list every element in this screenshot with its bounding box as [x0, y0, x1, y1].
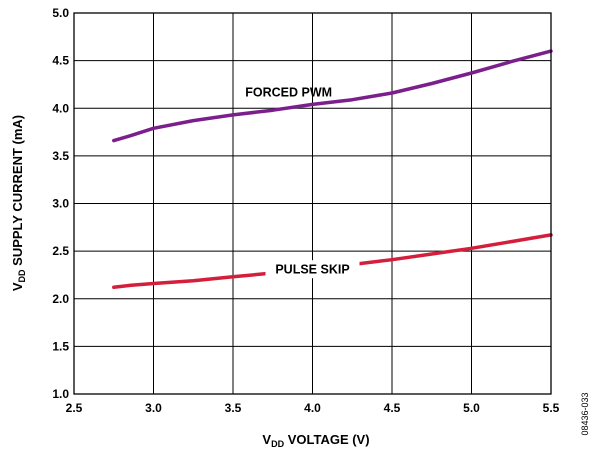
y-axis-title-rest: SUPPLY CURRENT (mA) — [10, 115, 25, 270]
plot-frame — [73, 12, 552, 395]
y-tick-label: 4.0 — [52, 101, 69, 115]
y-axis-title-subscript: DD — [17, 269, 27, 282]
x-axis-title: VDD VOLTAGE (V) — [262, 432, 369, 449]
figure-id: 08436-033 — [580, 392, 590, 435]
y-axis-title-prefix: V — [10, 282, 25, 291]
x-axis-title-subscript: DD — [271, 439, 284, 449]
y-tick-label: 4.5 — [52, 54, 69, 68]
y-tick-label: 2.5 — [52, 244, 69, 258]
y-tick-label: 1.0 — [52, 387, 69, 401]
y-tick-labels: 1.0 1.5 2.0 2.5 3.0 3.5 4.0 4.5 5.0 — [52, 6, 69, 401]
x-tick-label: 5.0 — [463, 401, 480, 415]
x-axis-title-rest: VOLTAGE (V) — [284, 432, 369, 447]
y-tick-label: 1.5 — [52, 339, 69, 353]
x-tick-label: 3.5 — [225, 401, 242, 415]
y-tick-label: 3.0 — [52, 197, 69, 211]
x-tick-label: 4.5 — [384, 401, 401, 415]
y-axis-title: VDD SUPPLY CURRENT (mA) — [10, 115, 27, 291]
series-labels: FORCED PWM PULSE SKIP — [245, 85, 360, 279]
series-label-background — [265, 260, 360, 279]
x-tick-label: 5.5 — [543, 401, 560, 415]
series-label-forced-pwm: FORCED PWM — [245, 85, 332, 99]
x-axis-title-prefix: V — [262, 432, 271, 447]
x-tick-labels: 2.5 3.0 3.5 4.0 4.5 5.0 5.5 — [66, 401, 560, 415]
gridlines — [73, 12, 552, 395]
y-tick-label: 5.0 — [52, 6, 69, 20]
x-tick-label: 4.0 — [304, 401, 321, 415]
series-line-forced-pwm — [112, 49, 553, 143]
x-tick-label: 3.0 — [145, 401, 162, 415]
y-tick-label: 3.5 — [52, 149, 69, 163]
y-tick-label: 2.0 — [52, 292, 69, 306]
x-tick-label: 2.5 — [66, 401, 83, 415]
series-label-pulse-skip: PULSE SKIP — [275, 263, 349, 277]
